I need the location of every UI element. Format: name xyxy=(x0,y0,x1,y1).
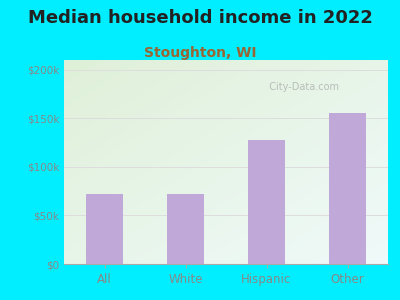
Text: Stoughton, WI: Stoughton, WI xyxy=(144,46,256,61)
Text: City-Data.com: City-Data.com xyxy=(262,82,338,92)
Bar xyxy=(329,113,366,264)
Bar xyxy=(167,194,204,264)
Text: Median household income in 2022: Median household income in 2022 xyxy=(28,9,372,27)
Bar xyxy=(248,140,285,264)
Bar xyxy=(86,194,123,264)
